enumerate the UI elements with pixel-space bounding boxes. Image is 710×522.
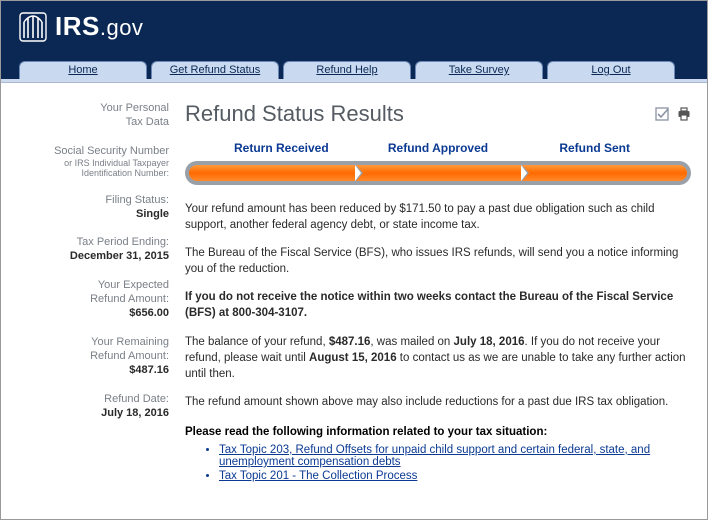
nav-get-refund-status[interactable]: Get Refund Status bbox=[151, 61, 279, 79]
sidebar-label: Tax Period Ending: bbox=[7, 235, 169, 249]
sidebar-remaining-refund: Your Remaining Refund Amount: $487.16 bbox=[7, 335, 169, 378]
sidebar-label: Refund Amount: bbox=[7, 349, 169, 363]
nav-home[interactable]: Home bbox=[19, 61, 147, 79]
paragraph-bold: If you do not receive the notice within … bbox=[185, 289, 691, 321]
sidebar-label: Social Security Number bbox=[7, 144, 169, 158]
sidebar-value: $487.16 bbox=[7, 363, 169, 377]
irs-emblem-icon bbox=[19, 12, 47, 42]
title-row: Refund Status Results bbox=[185, 101, 691, 127]
status-tracker: Return Received Refund Approved Refund S… bbox=[185, 141, 691, 185]
paragraph: The Bureau of the Fiscal Service (BFS), … bbox=[185, 245, 691, 277]
remaining-amount: $487.16 bbox=[329, 336, 371, 348]
print-icon[interactable] bbox=[677, 107, 691, 121]
sidebar-label: Tax Data bbox=[7, 115, 169, 129]
checkbox-icon[interactable] bbox=[655, 107, 669, 121]
nav-log-out[interactable]: Log Out bbox=[547, 61, 675, 79]
nav-refund-help[interactable]: Refund Help bbox=[283, 61, 411, 79]
sidebar-label: Your Remaining bbox=[7, 335, 169, 349]
topics-list: Tax Topic 203, Refund Offsets for unpaid… bbox=[185, 444, 691, 482]
content: Your Personal Tax Data Social Security N… bbox=[1, 83, 707, 484]
mail-date: July 18, 2016 bbox=[454, 336, 525, 348]
tracker-stage-label: Return Received bbox=[203, 141, 360, 155]
sidebar-value: July 18, 2016 bbox=[7, 406, 169, 420]
sidebar-label: Your Expected bbox=[7, 278, 169, 292]
sidebar-personal-heading: Your Personal Tax Data bbox=[7, 101, 169, 130]
sidebar-expected-refund: Your Expected Refund Amount: $656.00 bbox=[7, 278, 169, 321]
paragraph: Your refund amount has been reduced by $… bbox=[185, 201, 691, 233]
nav-take-survey[interactable]: Take Survey bbox=[415, 61, 543, 79]
tracker-stage-label: Refund Approved bbox=[360, 141, 517, 155]
list-item: Tax Topic 203, Refund Offsets for unpaid… bbox=[219, 444, 691, 468]
paragraph: The balance of your refund, $487.16, was… bbox=[185, 334, 691, 382]
topic-link[interactable]: Tax Topic 201 - The Collection Process bbox=[219, 470, 417, 482]
sidebar-value: Single bbox=[7, 207, 169, 221]
tracker-seg-3 bbox=[521, 165, 687, 181]
logo: IRS.gov bbox=[1, 1, 707, 42]
header: IRS.gov Home Get Refund Status Refund He… bbox=[1, 1, 707, 79]
tracker-bar bbox=[185, 161, 691, 185]
sidebar-label: Refund Date: bbox=[7, 392, 169, 406]
sidebar-ssn: Social Security Number or IRS Individual… bbox=[7, 144, 169, 179]
sidebar-filing-status: Filing Status: Single bbox=[7, 193, 169, 222]
sidebar-tax-period: Tax Period Ending: December 31, 2015 bbox=[7, 235, 169, 264]
topic-link[interactable]: Tax Topic 203, Refund Offsets for unpaid… bbox=[219, 444, 650, 468]
tracker-seg-2 bbox=[355, 165, 521, 181]
brand-suffix: .gov bbox=[100, 15, 144, 40]
sidebar-refund-date: Refund Date: July 18, 2016 bbox=[7, 392, 169, 421]
nav-tabs: Home Get Refund Status Refund Help Take … bbox=[19, 61, 675, 79]
paragraph: The refund amount shown above may also i… bbox=[185, 394, 691, 410]
main: Refund Status Results Return Received Re… bbox=[179, 101, 691, 484]
sidebar-label: Your Personal bbox=[7, 101, 169, 115]
list-item: Tax Topic 201 - The Collection Process bbox=[219, 470, 691, 482]
sidebar: Your Personal Tax Data Social Security N… bbox=[7, 101, 179, 484]
page-title: Refund Status Results bbox=[185, 101, 404, 127]
text: , was mailed on bbox=[370, 336, 453, 348]
tracker-seg-1 bbox=[189, 165, 355, 181]
body-text: Your refund amount has been reduced by $… bbox=[185, 201, 691, 482]
sidebar-sublabel: Identification Number: bbox=[7, 168, 169, 178]
topics-heading: Please read the following information re… bbox=[185, 426, 691, 438]
text: The balance of your refund, bbox=[185, 336, 329, 348]
sidebar-sublabel: or IRS Individual Taxpayer bbox=[7, 158, 169, 168]
sidebar-label: Filing Status: bbox=[7, 193, 169, 207]
sidebar-label: Refund Amount: bbox=[7, 292, 169, 306]
brand-name: IRS bbox=[55, 11, 100, 41]
logo-text: IRS.gov bbox=[55, 11, 143, 42]
page-frame: IRS.gov Home Get Refund Status Refund He… bbox=[0, 0, 708, 520]
tracker-stage-label: Refund Sent bbox=[516, 141, 673, 155]
sidebar-value: December 31, 2015 bbox=[7, 249, 169, 263]
wait-date: August 15, 2016 bbox=[309, 352, 397, 364]
sidebar-value: $656.00 bbox=[7, 306, 169, 320]
